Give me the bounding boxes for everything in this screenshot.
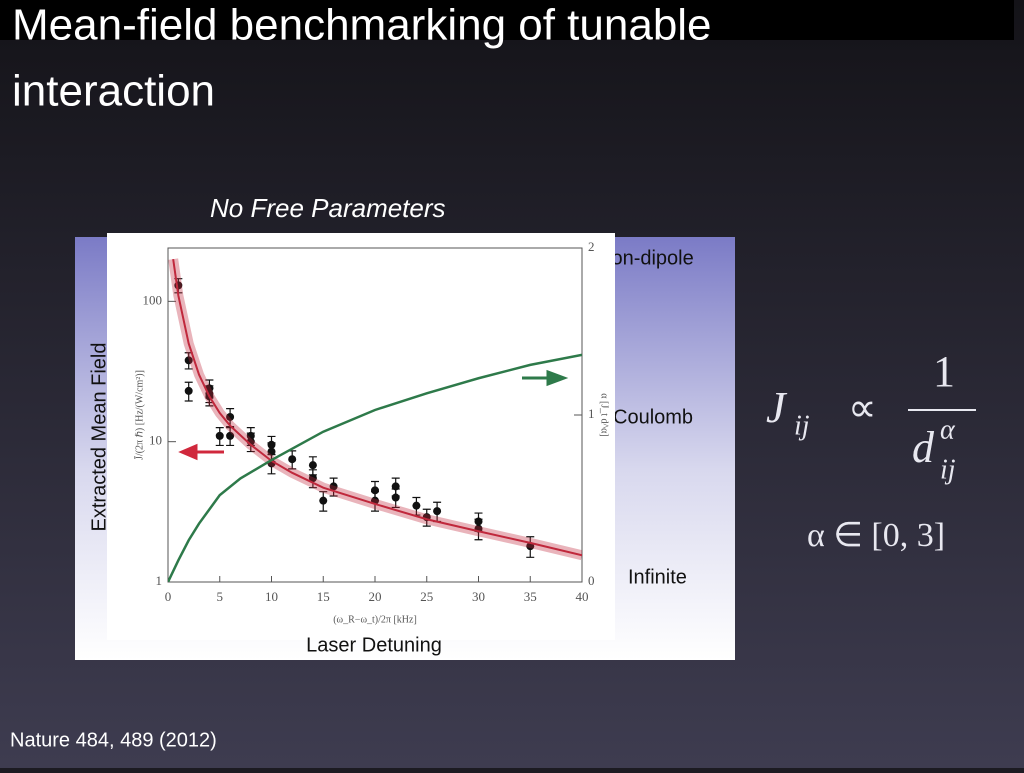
formula-text: ij [940, 454, 956, 485]
formula-text: J [766, 383, 788, 432]
x-tick-label: 20 [369, 589, 382, 604]
x-tick-label: 25 [420, 589, 433, 604]
error-cap [267, 453, 276, 475]
title-band [0, 0, 1014, 40]
x-caption: Laser Detuning [306, 634, 442, 656]
y-axis-label: J̄/(2π ℏ) [Hz/(W/cm²)] [133, 370, 145, 460]
data-point [226, 412, 235, 421]
error-cap [526, 536, 535, 558]
error-cap [319, 491, 328, 512]
error-cap [371, 491, 379, 512]
citation: Nature 484, 489 (2012) [10, 729, 217, 751]
error-cap [329, 477, 338, 497]
side-label: Coulomb [613, 406, 693, 428]
side-label: Infinite [628, 566, 687, 588]
data-point [371, 486, 379, 495]
formula-text: ∝ [848, 385, 877, 430]
x-tick-label: 30 [472, 589, 485, 604]
data-point [308, 461, 317, 470]
x-tick-label: 5 [217, 589, 224, 604]
data-point [288, 455, 297, 464]
y2-axis-label: α [J_t d^α] [599, 393, 610, 437]
error-cap [215, 426, 224, 447]
error-cap [391, 488, 400, 509]
error-cap [308, 469, 317, 489]
y-tick-label: 100 [143, 292, 163, 307]
range: α ∈ [0, 3] [807, 517, 945, 554]
x-tick-label: 10 [265, 589, 278, 604]
y-tick-label: 10 [149, 433, 162, 448]
error-cap [474, 518, 483, 541]
data-point [226, 431, 235, 440]
data-point [184, 356, 193, 365]
y2-tick-label: 1 [588, 406, 595, 421]
formula-text: α [940, 414, 956, 445]
error-cap [422, 508, 431, 527]
data-point [184, 386, 193, 395]
x-axis-label: (ω_R−ω_t)/2π [kHz] [333, 614, 417, 625]
x-tick-label: 0 [165, 589, 172, 604]
data-point [319, 496, 328, 505]
error-cap [246, 432, 255, 453]
side-label: Non-dipole [597, 247, 694, 269]
y2-tick-label: 2 [588, 239, 595, 254]
formula: J ij ∝ 1 d α ij α ∈ [0, 3] [766, 347, 976, 554]
y-tick-label: 1 [156, 573, 163, 588]
arrow [522, 369, 569, 387]
data-point [267, 447, 276, 456]
error-cap [205, 387, 214, 407]
title: interaction [12, 67, 215, 116]
subtitle: No Free Parameters [210, 193, 446, 223]
data-point [391, 493, 400, 502]
title: Mean-field benchmarking of tunable [12, 1, 712, 50]
error-cap [184, 381, 193, 402]
y-caption: Extracted Mean Field [88, 343, 110, 532]
y2-tick-label: 0 [588, 573, 595, 588]
formula-text: d [912, 423, 935, 472]
fit-line [172, 258, 582, 557]
arrow [178, 443, 224, 461]
data-point [215, 431, 224, 440]
x-tick-label: 35 [524, 589, 537, 604]
x-tick-label: 40 [576, 589, 589, 604]
data-point [433, 507, 442, 516]
formula-text: ij [794, 410, 810, 441]
data-point [308, 474, 317, 483]
data-point [329, 482, 338, 491]
x-tick-label: 15 [317, 589, 330, 604]
formula-text: 1 [933, 347, 955, 396]
data-point [412, 501, 421, 510]
figure [107, 233, 615, 640]
alpha-line [168, 353, 582, 582]
